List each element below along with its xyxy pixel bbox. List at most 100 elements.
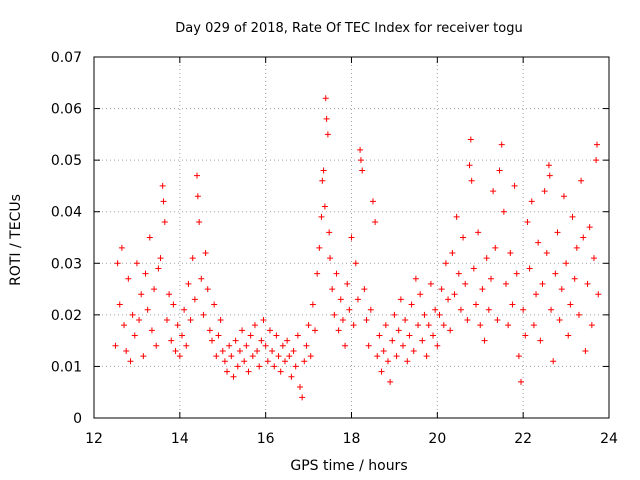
- y-tick-label: 0.05: [51, 153, 82, 169]
- data-point: [417, 291, 424, 298]
- data-point: [148, 327, 155, 334]
- data-point: [323, 115, 330, 122]
- data-point: [552, 270, 559, 277]
- data-point: [395, 327, 402, 334]
- data-point: [457, 306, 464, 313]
- data-point: [342, 342, 349, 349]
- data-point: [518, 378, 525, 385]
- data-point: [537, 337, 544, 344]
- data-point: [234, 363, 241, 370]
- data-point: [515, 353, 522, 360]
- y-tick-label: 0.06: [51, 102, 82, 118]
- data-point: [522, 332, 529, 339]
- data-point: [346, 306, 353, 313]
- data-point: [277, 368, 284, 375]
- data-point: [161, 219, 168, 226]
- data-point: [498, 141, 505, 148]
- data-point: [543, 249, 550, 256]
- data-point: [264, 358, 271, 365]
- data-point: [380, 347, 387, 354]
- data-point: [372, 219, 379, 226]
- data-point: [142, 270, 149, 277]
- data-point: [455, 270, 462, 277]
- data-point: [571, 275, 578, 282]
- data-point: [191, 296, 198, 303]
- y-tick-label: 0: [73, 411, 82, 427]
- data-point: [178, 332, 185, 339]
- data-point: [318, 213, 325, 220]
- data-point: [400, 342, 406, 349]
- data-point: [189, 255, 196, 262]
- data-point: [211, 301, 218, 308]
- data-point: [425, 322, 432, 329]
- data-point: [357, 157, 364, 164]
- data-point: [194, 193, 201, 200]
- data-point: [485, 306, 492, 313]
- data-point: [468, 177, 475, 184]
- y-tick-label: 0.01: [51, 359, 82, 375]
- x-axis-label: GPS time / hours: [290, 458, 407, 474]
- data-point: [303, 342, 310, 349]
- data-point: [299, 394, 306, 401]
- data-point: [539, 280, 546, 287]
- data-point: [324, 131, 331, 138]
- data-point: [121, 322, 128, 329]
- data-point: [123, 347, 130, 354]
- data-point: [464, 317, 471, 324]
- data-point: [528, 198, 535, 205]
- data-point: [533, 291, 540, 298]
- data-point: [217, 317, 224, 324]
- data-point: [198, 275, 205, 282]
- data-point: [419, 337, 426, 344]
- data-point: [509, 301, 516, 308]
- data-point: [256, 363, 263, 370]
- data-point: [125, 275, 132, 282]
- data-point: [292, 363, 299, 370]
- data-point: [230, 373, 237, 380]
- data-point: [453, 213, 460, 220]
- data-point: [513, 270, 520, 277]
- y-tick-label: 0.03: [51, 256, 82, 272]
- data-point: [460, 234, 467, 241]
- data-point: [112, 342, 119, 349]
- x-tick-label: 22: [514, 431, 532, 447]
- data-point: [153, 342, 160, 349]
- data-point: [363, 317, 370, 324]
- data-point: [438, 286, 445, 293]
- data-point: [281, 358, 288, 365]
- data-point: [251, 322, 258, 329]
- data-point: [305, 322, 312, 329]
- data-point: [470, 265, 477, 272]
- data-point: [354, 296, 361, 303]
- data-point: [176, 353, 183, 360]
- data-point: [352, 260, 359, 267]
- data-point: [408, 301, 415, 308]
- data-point: [560, 193, 567, 200]
- data-point: [344, 280, 351, 287]
- data-point: [359, 167, 366, 174]
- data-point: [258, 337, 265, 344]
- data-point: [114, 260, 121, 267]
- data-point: [209, 337, 216, 344]
- data-point: [507, 249, 514, 256]
- data-point: [129, 311, 136, 318]
- data-point: [294, 332, 301, 339]
- data-point: [483, 255, 490, 262]
- x-tick-label: 16: [257, 431, 275, 447]
- data-point: [183, 342, 190, 349]
- data-point: [314, 270, 321, 277]
- data-point: [415, 322, 422, 329]
- data-point: [520, 306, 527, 313]
- data-point: [309, 301, 316, 308]
- data-point: [213, 353, 220, 360]
- data-point: [290, 347, 297, 354]
- data-point: [232, 337, 239, 344]
- data-point: [365, 342, 372, 349]
- data-point: [361, 286, 368, 293]
- data-point: [402, 317, 409, 324]
- data-points: [112, 95, 602, 401]
- y-tick-label: 0.02: [51, 308, 82, 324]
- data-point: [260, 317, 267, 324]
- x-tick-label: 18: [343, 431, 361, 447]
